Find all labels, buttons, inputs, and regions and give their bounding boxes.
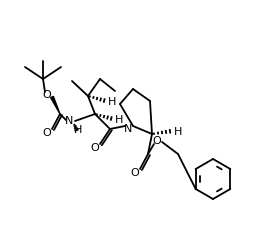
Text: O: O [130, 167, 140, 177]
Text: H: H [74, 124, 82, 134]
Polygon shape [51, 97, 60, 114]
Text: O: O [153, 135, 161, 145]
Text: N: N [65, 115, 73, 125]
Text: H: H [115, 114, 123, 124]
Text: O: O [43, 90, 51, 100]
Text: H: H [174, 126, 182, 136]
Text: O: O [43, 128, 51, 137]
Text: N: N [124, 123, 132, 134]
Text: H: H [108, 97, 116, 106]
Text: O: O [91, 142, 99, 152]
